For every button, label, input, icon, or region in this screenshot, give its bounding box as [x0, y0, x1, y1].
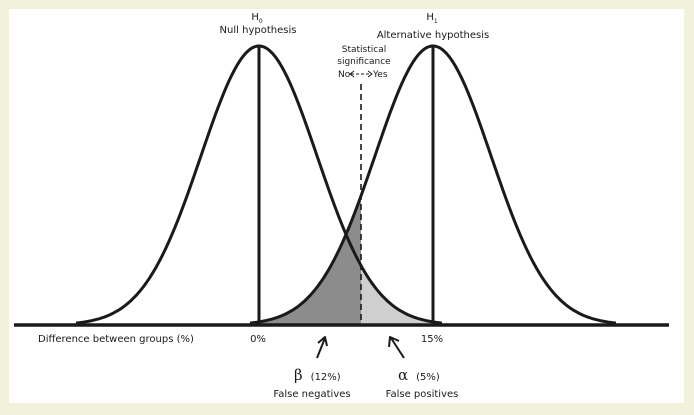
alpha-value: (5%): [416, 372, 440, 383]
alpha-region: [361, 265, 433, 325]
alt-hypothesis-symbol: H1: [426, 12, 438, 25]
alt-hypothesis-label: Alternative hypothesis: [377, 30, 489, 41]
tick-label-0: 0%: [250, 334, 266, 345]
beta-value: (12%): [311, 372, 341, 383]
alpha-symbol: α: [398, 366, 408, 384]
significance-no-label: No: [338, 70, 351, 80]
null-hypothesis-symbol: H0: [251, 12, 263, 25]
tick-label-15: 15%: [421, 334, 443, 345]
alpha-annotation: α (5%): [398, 366, 440, 384]
beta-arrow-icon: [316, 336, 328, 359]
significance-label-line1: Statistical: [342, 45, 386, 55]
significance-double-arrow-icon: [349, 70, 373, 78]
x-axis-label: Difference between groups (%): [38, 334, 194, 345]
null-hypothesis-subscript: 0: [259, 18, 263, 25]
beta-annotation: β (12%): [294, 366, 341, 384]
significance-label-line2: significance: [337, 57, 391, 67]
alt-hypothesis-subscript: 1: [434, 18, 438, 25]
beta-label: False negatives: [273, 389, 350, 400]
diagram-frame: [9, 9, 684, 403]
null-hypothesis-label: Null hypothesis: [220, 25, 297, 36]
beta-region: [259, 195, 361, 325]
alpha-arrow-icon: [388, 336, 405, 359]
alpha-label: False positives: [386, 389, 459, 400]
beta-symbol: β: [294, 366, 303, 384]
significance-yes-label: Yes: [372, 70, 388, 80]
